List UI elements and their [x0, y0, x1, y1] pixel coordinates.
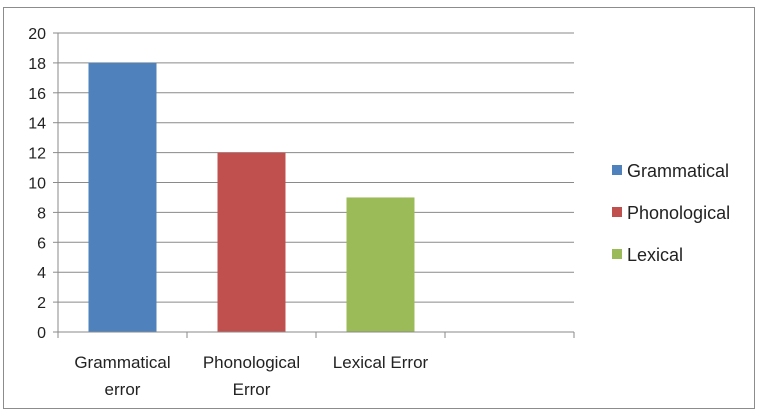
- legend-label-grammatical: Grammatical: [627, 161, 729, 181]
- y-tick-label-4: 4: [37, 265, 46, 282]
- y-tick-label-10: 10: [28, 176, 46, 193]
- legend-label-phonological: Phonological: [627, 203, 730, 223]
- y-tick-label-14: 14: [28, 116, 46, 133]
- y-tick-label-18: 18: [28, 56, 46, 73]
- legend-swatch-grammatical: [612, 165, 622, 175]
- x-category-label-line: Phonological: [203, 353, 300, 372]
- legend-swatch-lexical: [612, 249, 622, 259]
- y-tick-label-6: 6: [37, 235, 46, 252]
- legend-label-lexical: Lexical: [627, 245, 683, 265]
- x-category-label-line: Error: [233, 380, 271, 399]
- y-tick-label-0: 0: [37, 325, 46, 342]
- bar-phonological: [217, 152, 286, 332]
- y-tick-label-12: 12: [28, 146, 46, 163]
- y-tick-label-16: 16: [28, 86, 46, 103]
- y-tick-label-20: 20: [28, 26, 46, 43]
- x-category-label-line: error: [105, 380, 141, 399]
- bar-lexical: [346, 197, 415, 332]
- y-tick-label-2: 2: [37, 295, 46, 312]
- x-category-label: Lexical Error: [333, 353, 429, 372]
- x-category-label-line: Lexical Error: [333, 353, 429, 372]
- x-category-label: Grammatical error: [74, 353, 170, 399]
- x-axis-category-labels: Grammatical error Phonological Error Lexical…: [74, 353, 428, 399]
- x-category-label-line: Grammatical: [74, 353, 170, 372]
- bar-grammatical: [88, 62, 157, 333]
- legend: Grammatical Phonological Lexical: [612, 161, 730, 265]
- x-axis: [57, 33, 575, 338]
- y-tick-label-8: 8: [37, 205, 46, 222]
- bars: [88, 62, 415, 333]
- x-category-label: Phonological Error: [203, 353, 300, 399]
- legend-swatch-phonological: [612, 207, 622, 217]
- y-axis-tick-labels: 0 2 4 6 8 10 12 14 16 18 20: [28, 26, 46, 342]
